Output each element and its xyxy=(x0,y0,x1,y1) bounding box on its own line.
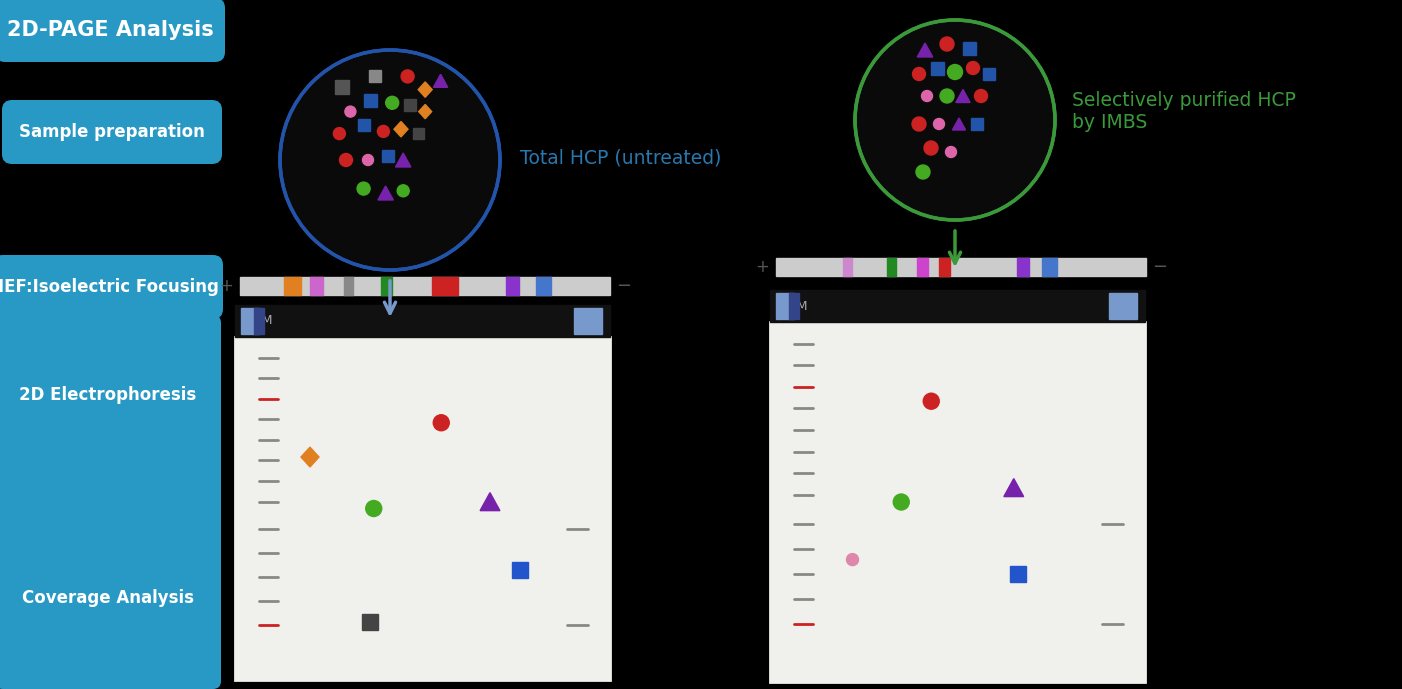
Text: CM: CM xyxy=(254,314,273,327)
Bar xyxy=(1009,566,1025,582)
Bar xyxy=(843,258,852,276)
Bar xyxy=(236,305,610,337)
Text: Coverage Analysis: Coverage Analysis xyxy=(22,589,193,607)
Circle shape xyxy=(855,20,1054,220)
Bar xyxy=(285,277,301,295)
Polygon shape xyxy=(952,118,966,130)
Circle shape xyxy=(345,106,356,117)
Bar xyxy=(362,614,379,630)
Text: CM: CM xyxy=(788,300,808,313)
Text: C: C xyxy=(1116,300,1124,313)
FancyBboxPatch shape xyxy=(0,255,223,319)
Circle shape xyxy=(974,90,987,103)
Bar xyxy=(369,70,380,83)
Polygon shape xyxy=(418,82,432,97)
Bar xyxy=(931,61,944,74)
Circle shape xyxy=(339,154,352,167)
Circle shape xyxy=(924,141,938,155)
Circle shape xyxy=(893,494,910,510)
Bar xyxy=(241,308,259,334)
Bar xyxy=(380,277,391,295)
Polygon shape xyxy=(395,153,411,167)
Circle shape xyxy=(377,125,390,137)
Polygon shape xyxy=(433,74,447,88)
Circle shape xyxy=(280,50,501,270)
Bar xyxy=(240,277,610,295)
Circle shape xyxy=(939,89,953,103)
Circle shape xyxy=(966,61,980,74)
Circle shape xyxy=(948,65,963,79)
Bar xyxy=(381,150,394,162)
Text: Sample preparation: Sample preparation xyxy=(20,123,205,141)
Text: C: C xyxy=(580,314,589,327)
Circle shape xyxy=(945,147,956,158)
Circle shape xyxy=(924,393,939,409)
Bar xyxy=(536,277,551,295)
Polygon shape xyxy=(956,90,970,103)
Bar xyxy=(770,290,1145,322)
Polygon shape xyxy=(419,105,432,119)
Text: IEF:Isoelectric Focusing: IEF:Isoelectric Focusing xyxy=(0,278,219,296)
Circle shape xyxy=(939,37,953,51)
Bar xyxy=(887,258,896,276)
Circle shape xyxy=(334,127,345,140)
Text: −: − xyxy=(1152,258,1168,276)
Bar xyxy=(770,322,1145,682)
Bar xyxy=(363,94,377,107)
Bar xyxy=(939,258,951,276)
Polygon shape xyxy=(379,186,394,200)
Polygon shape xyxy=(1004,479,1023,497)
Circle shape xyxy=(386,96,398,110)
Bar xyxy=(775,293,794,319)
Circle shape xyxy=(363,154,373,165)
Circle shape xyxy=(401,70,414,83)
Polygon shape xyxy=(394,121,408,137)
Circle shape xyxy=(913,68,925,81)
Bar xyxy=(358,119,370,131)
Text: +: + xyxy=(756,258,768,276)
Bar xyxy=(447,277,458,295)
Bar xyxy=(254,308,264,334)
Bar xyxy=(775,258,1145,276)
Circle shape xyxy=(433,415,449,431)
Polygon shape xyxy=(301,447,320,467)
Circle shape xyxy=(358,182,370,195)
Circle shape xyxy=(366,500,381,517)
Bar xyxy=(963,41,976,54)
Bar xyxy=(1109,293,1137,319)
Polygon shape xyxy=(479,493,501,511)
Bar xyxy=(335,81,349,94)
Polygon shape xyxy=(917,43,932,57)
Text: +: + xyxy=(219,277,233,295)
Bar xyxy=(1043,258,1057,276)
Bar xyxy=(432,277,447,295)
Text: −: − xyxy=(617,277,631,295)
Circle shape xyxy=(911,117,925,131)
Bar xyxy=(236,337,610,680)
Circle shape xyxy=(921,90,932,101)
Text: 2D Electrophoresis: 2D Electrophoresis xyxy=(20,386,196,404)
Text: 2D-PAGE Analysis: 2D-PAGE Analysis xyxy=(7,20,213,40)
Circle shape xyxy=(916,165,930,179)
Bar xyxy=(983,68,995,80)
Bar xyxy=(573,308,601,334)
Bar xyxy=(512,562,529,578)
Bar xyxy=(972,118,983,130)
Bar xyxy=(404,99,416,111)
Text: Total HCP (untreated): Total HCP (untreated) xyxy=(520,149,722,167)
Circle shape xyxy=(847,553,858,566)
Bar xyxy=(310,277,324,295)
Bar xyxy=(1016,258,1029,276)
FancyBboxPatch shape xyxy=(0,0,224,62)
Circle shape xyxy=(934,119,945,130)
FancyBboxPatch shape xyxy=(1,100,222,164)
Circle shape xyxy=(397,185,409,197)
Bar xyxy=(917,258,928,276)
Bar xyxy=(343,277,353,295)
Bar xyxy=(414,128,423,139)
Bar xyxy=(789,293,799,319)
Text: Selectively purified HCP
by IMBS: Selectively purified HCP by IMBS xyxy=(1073,92,1295,132)
Bar xyxy=(506,277,519,295)
FancyBboxPatch shape xyxy=(0,315,222,689)
